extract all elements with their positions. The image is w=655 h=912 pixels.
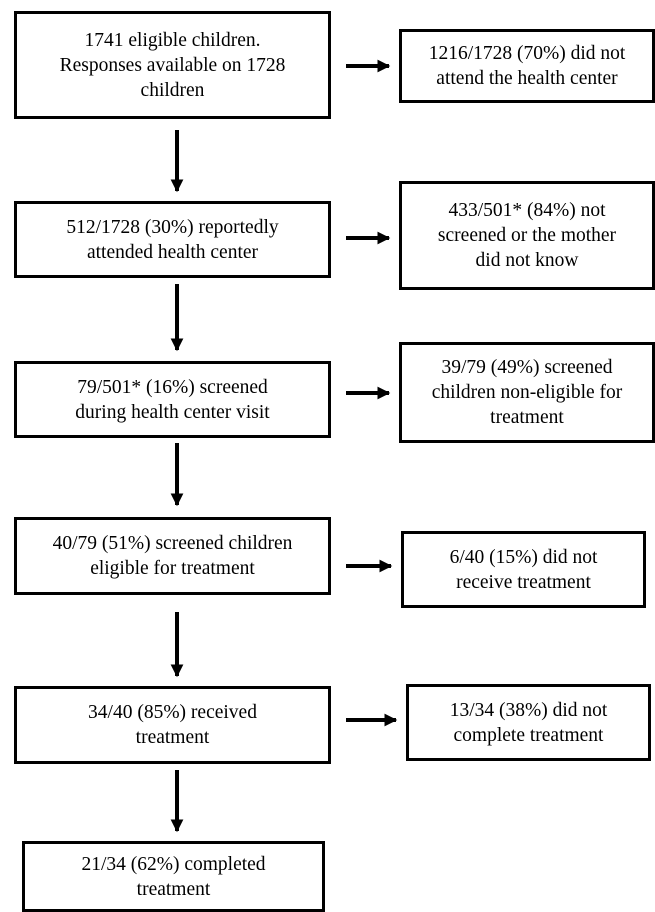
step-attended-health-center-text: 512/1728 (30%) reportedly attended healt… <box>66 216 279 263</box>
step-eligible-for-treatment: 40/79 (51%) screened children eligible f… <box>14 517 331 595</box>
step-eligible-children-text: 1741 eligible children. Responses availa… <box>59 29 286 101</box>
step-completed-treatment: 21/34 (62%) completed treatment <box>22 841 325 912</box>
outcome-non-eligible: 39/79 (49%) screened children non-eligib… <box>399 342 655 443</box>
outcome-non-eligible-text: 39/79 (49%) screened children non-eligib… <box>431 357 623 428</box>
step-screened-during-visit: 79/501* (16%) screened during health cen… <box>14 361 331 438</box>
outcome-did-not-complete-text: 13/34 (38%) did not complete treatment <box>449 699 608 746</box>
step-screened-during-visit-text: 79/501* (16%) screened during health cen… <box>75 376 270 423</box>
outcome-did-not-receive: 6/40 (15%) did not receive treatment <box>401 531 646 608</box>
outcome-did-not-attend: 1216/1728 (70%) did not attend the healt… <box>399 29 655 103</box>
outcome-did-not-attend-text: 1216/1728 (70%) did not attend the healt… <box>428 43 626 89</box>
outcome-did-not-receive-text: 6/40 (15%) did not receive treatment <box>449 546 598 593</box>
step-attended-health-center: 512/1728 (30%) reportedly attended healt… <box>14 201 331 278</box>
step-eligible-for-treatment-text: 40/79 (51%) screened children eligible f… <box>52 533 293 579</box>
step-received-treatment-text: 34/40 (85%) received treatment <box>88 702 257 748</box>
outcome-did-not-complete: 13/34 (38%) did not complete treatment <box>406 684 651 761</box>
step-received-treatment: 34/40 (85%) received treatment <box>14 686 331 764</box>
outcome-not-screened: 433/501* (84%) not screened or the mothe… <box>399 181 655 290</box>
step-completed-treatment-text: 21/34 (62%) completed treatment <box>81 853 266 900</box>
step-eligible-children: 1741 eligible children. Responses availa… <box>14 11 331 119</box>
outcome-not-screened-text: 433/501* (84%) not screened or the mothe… <box>437 200 617 271</box>
